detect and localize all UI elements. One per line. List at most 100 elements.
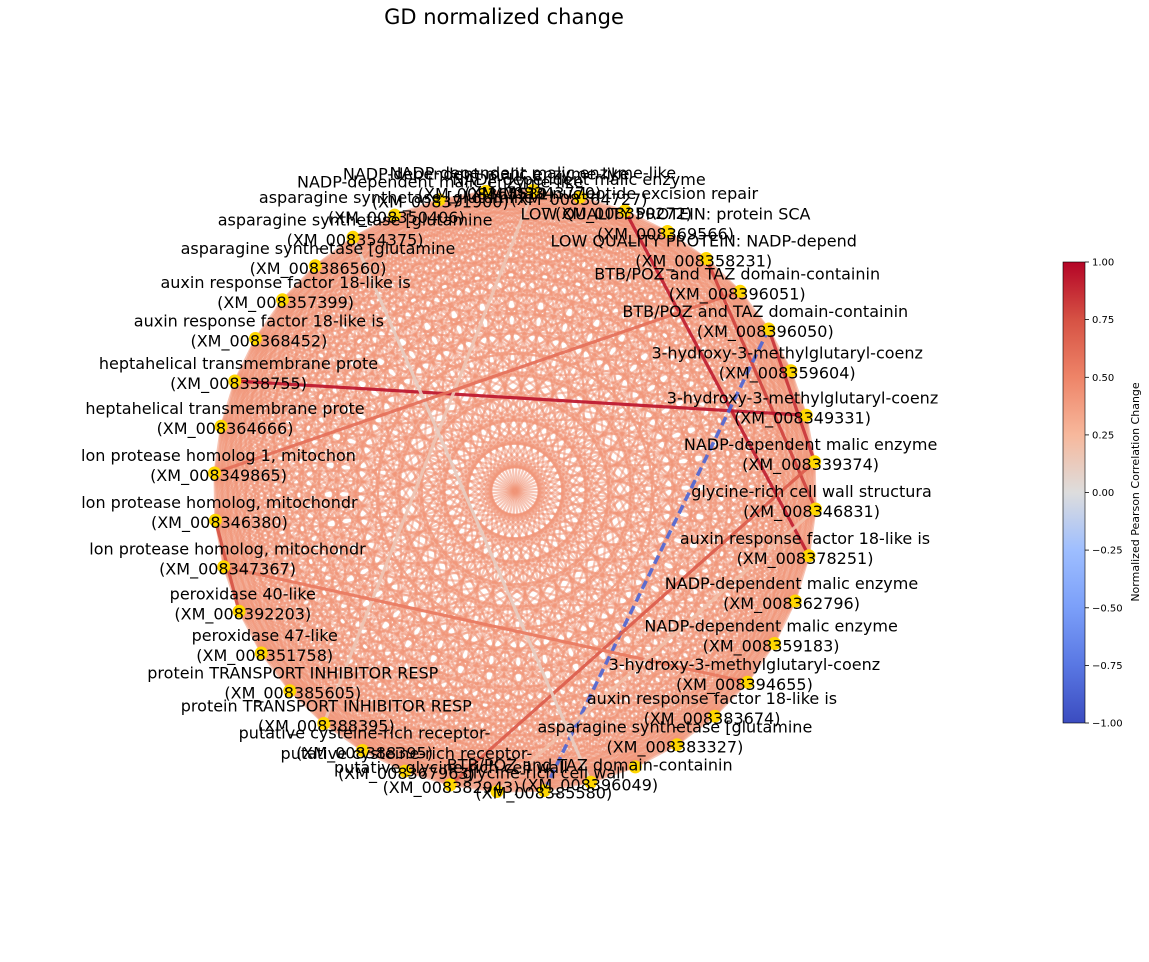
node-label-name: asparagine synthetase [glutamine (259, 188, 534, 207)
network-node (788, 594, 802, 608)
network-edge (393, 214, 776, 645)
colorbar-ticks: 1.00 0.75 0.50 0.25 0.00 −0.25 −0.50 −0.75 −1.00 (1085, 258, 1123, 730)
node-label: LOW QUALITY PROTEIN: NADP-depend (XM_0083… (551, 232, 857, 272)
network-node (741, 675, 754, 689)
node-label-id: (XM_008383327) (606, 738, 743, 758)
node-label-id: (XM_008388395) (296, 744, 433, 764)
network-edge (403, 191, 487, 772)
network-edge (438, 198, 810, 557)
network-edge (314, 190, 487, 267)
node-label-id: (XM_008357399) (217, 293, 354, 313)
node-label: 3-hydroxy-3-methylglutaryl-coenz (XM_0083… (667, 388, 938, 428)
network-edge (485, 190, 816, 463)
node-label-name: auxin response factor 18-like is (587, 689, 837, 708)
node-label-id: (XM_008350406) (328, 208, 465, 228)
network-edge (288, 237, 355, 691)
network-edge (254, 337, 498, 793)
colorbar-tick-label: 1.00 (1092, 258, 1114, 269)
network-edge (439, 190, 486, 201)
node-label-name: glycine-rich cell wall structura (691, 482, 932, 501)
network-edge (438, 199, 749, 683)
node-label-name: asparagine synthetase [glutamine (181, 239, 456, 258)
network-edge (254, 198, 440, 340)
node-label-id: (XM_008343770) (464, 184, 601, 204)
node-label-name: protein TRANSPORT INHIBITOR RESP (147, 664, 438, 683)
node-label-id: (XM_008354375) (287, 230, 424, 250)
network-edge (254, 338, 325, 724)
colorbar-tick-label: −0.25 (1092, 546, 1123, 557)
network-edge (214, 236, 354, 521)
network-node (618, 204, 632, 218)
network-node (661, 225, 674, 238)
node-label: glycine-rich cell wall (XM_008385580) (463, 764, 626, 804)
highlight-edge (223, 565, 748, 684)
network-edge (484, 191, 546, 791)
node-label-id: (XM_008347367) (159, 560, 296, 580)
network-edge (288, 199, 441, 692)
network-edge (485, 190, 770, 330)
network-edge (352, 190, 487, 239)
network-edge (220, 190, 487, 428)
network-edge (484, 191, 499, 792)
node-label-name: NADP-dependent malic enzyme (452, 170, 705, 189)
colorbar: 1.00 0.75 0.50 0.25 0.00 −0.25 −0.50 −0.75 −1.00… (1062, 258, 1142, 730)
network-node (356, 744, 369, 757)
network-edge (484, 190, 716, 717)
node-label-name: lon protease homolog, mitochondr (81, 493, 358, 512)
network-edge (352, 236, 810, 557)
node-label-name: NADP-dependent malic enzyme (684, 435, 937, 454)
network-node (249, 332, 262, 345)
network-node (228, 374, 242, 388)
node-label-name: putative glycine-rich cell wall (334, 758, 568, 777)
network-node (584, 775, 598, 789)
node-label-name: LOW QUALITY PROTEIN: protein SCA (521, 205, 811, 224)
highlight-edge (351, 236, 593, 783)
network-node (526, 184, 540, 197)
node-label-name: putative cysteine-rich receptor- (239, 724, 491, 743)
network-edge (484, 190, 776, 645)
node-label-name: BTB/POZ and TAZ domain-containin (447, 755, 733, 774)
node-label: asparagine synthetase [glutamine (XM_0083… (259, 188, 534, 228)
node-label-name: lon protease homolog 1, mitochon (81, 446, 356, 465)
node-label: lon protease homolog 1, mitochon (XM_0083… (81, 446, 356, 486)
network-node (768, 637, 781, 650)
network-edge (220, 425, 406, 772)
network-edge (485, 190, 668, 233)
node-label: auxin response factor 18-like is (XM_0083… (160, 273, 410, 313)
node-label: 3-hydroxy-3-methylglutaryl-coenz (XM_0083… (609, 655, 880, 695)
network-edge (322, 191, 487, 724)
edge-layer (213, 189, 817, 793)
network-node (479, 184, 493, 198)
node-label-id: (XM_008362796) (723, 594, 860, 614)
network-edge (214, 190, 487, 521)
network-edge (485, 190, 817, 510)
network-node (232, 604, 246, 618)
node-label-id: (XM_008388395) (258, 717, 395, 737)
node-label-name: BTB/POZ and TAZ domain-containin (622, 302, 908, 321)
node-label-id: (XM_008364666) (157, 419, 294, 439)
colorbar-gradient (1062, 261, 1086, 724)
node-label: NADP-dependent malic enzyme (XM_008362796… (665, 574, 918, 614)
highlight-edge (623, 210, 811, 557)
node-label-id: (XM_008394655) (676, 675, 813, 695)
node-label-id: (XM_008364727) (511, 190, 648, 210)
node-label-name: lon protease homolog, mitochondr (89, 540, 366, 559)
node-label: BTB/POZ and TAZ domain-containin (XM_0083… (447, 755, 733, 795)
network-edge (222, 214, 396, 568)
network-edge (485, 190, 741, 293)
network-edge (288, 190, 487, 692)
network-node (346, 230, 360, 244)
node-label: auxin response factor 18-like is (XM_0083… (587, 689, 837, 729)
network-node (432, 193, 446, 207)
network-node (283, 684, 297, 698)
network-node (443, 778, 457, 792)
node-label: peroxidase 47-like (XM_008351758) (192, 626, 338, 666)
node-label-name: peroxidase 47-like (192, 626, 338, 645)
node-label-name: NADP-dependent malic enzyme (665, 574, 918, 593)
network-node (537, 784, 551, 798)
node-label-layer: NADP-dependent malic enzyme-like (XM_0083… (81, 164, 938, 804)
network-edge (484, 191, 679, 746)
node-label-name: 3-hydroxy-3-methylglutaryl-coenz (609, 655, 880, 674)
node-label-id: (XM_008338755) (170, 374, 307, 394)
node-label-id: (XM_008349331) (734, 408, 871, 428)
